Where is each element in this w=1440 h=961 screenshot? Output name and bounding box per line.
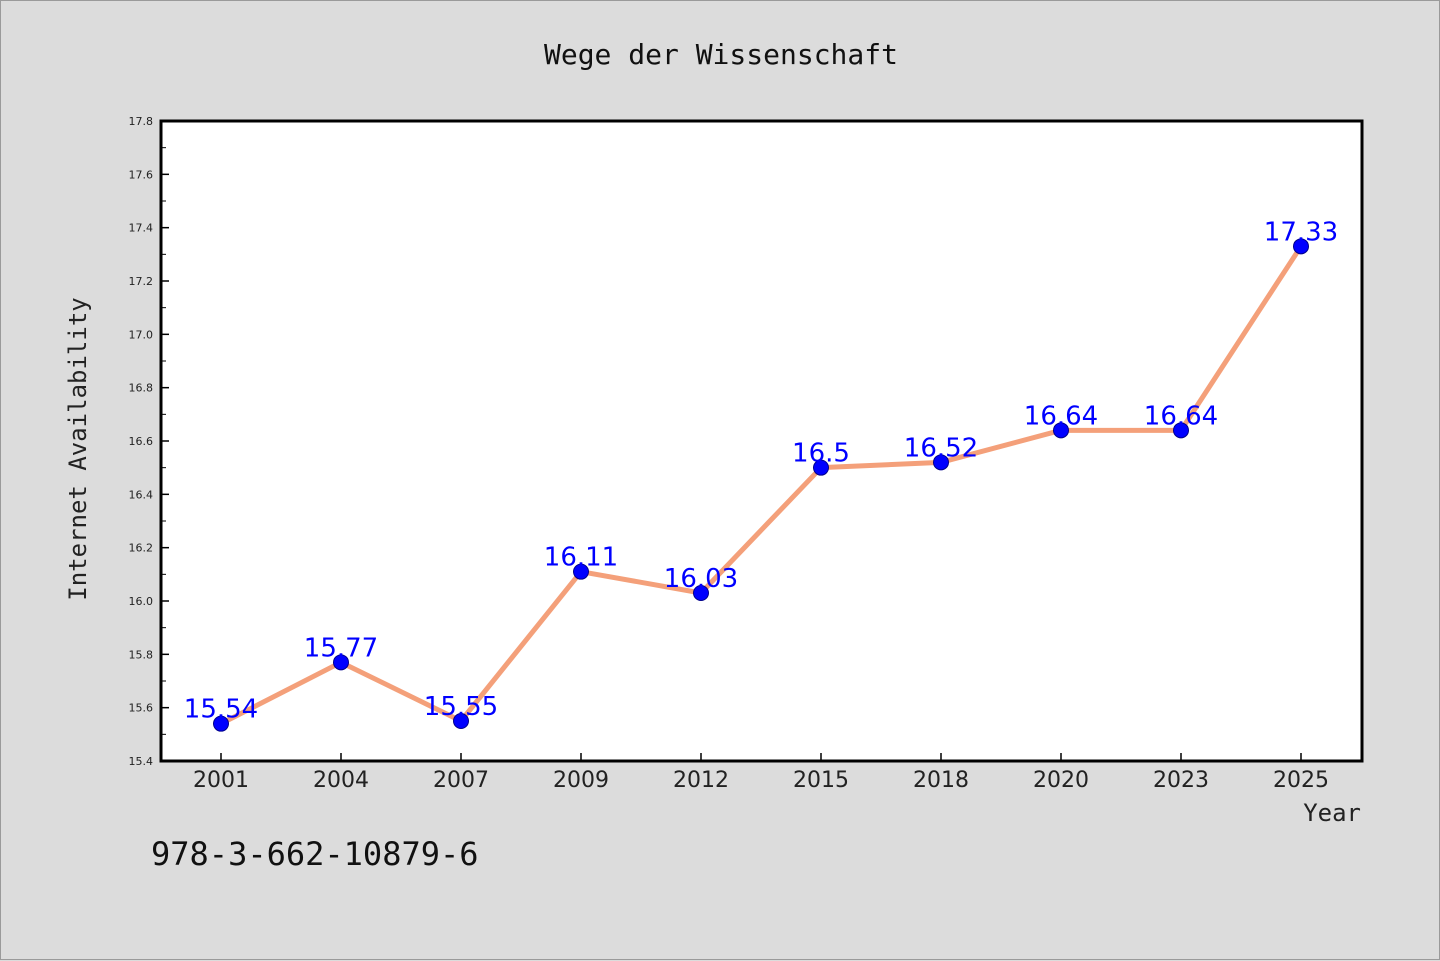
x-tick-label: 2015 [793,768,849,793]
data-point [213,715,229,732]
data-label: 16.5 [792,439,850,469]
isbn-text: 978-3-662-10879-6 [151,835,479,873]
x-tick-label: 2001 [193,768,249,793]
data-label: 17.33 [1264,217,1338,247]
x-tick-label: 2009 [553,768,609,793]
data-label: 15.54 [184,695,258,725]
x-tick-label: 2025 [1273,768,1329,793]
y-tick-label: 17.2 [129,275,154,288]
plot-area [161,121,1362,761]
y-tick-label: 16.8 [129,382,154,395]
x-tick-label: 2007 [433,768,489,793]
y-tick-label: 17.0 [129,328,154,341]
data-point [1053,422,1069,439]
x-tick-label: 2023 [1153,768,1209,793]
x-tick-label: 2012 [673,768,729,793]
data-point [933,454,949,471]
x-tick-label: 2018 [913,768,969,793]
data-label: 15.55 [424,692,498,722]
data-label: 16.03 [664,564,738,594]
data-label: 15.77 [304,633,378,663]
series-line [218,243,1304,727]
y-tick-label: 15.4 [129,755,154,768]
data-point [1173,422,1189,439]
data-point [693,585,709,601]
data-point [813,459,829,476]
data-label: 16.52 [904,433,978,463]
data-point [1293,238,1309,255]
data-point [453,713,469,729]
x-tick-label: 2004 [313,768,369,793]
y-tick-label: 16.4 [129,488,154,501]
y-tick-label: 17.6 [129,168,154,181]
x-tick-label: 2020 [1033,768,1089,793]
y-tick-label: 15.8 [129,648,154,661]
y-tick-label: 16.0 [129,595,154,608]
data-point [573,563,589,580]
data-point [333,654,349,671]
y-tick-label: 17.4 [129,222,154,235]
chart-title: Wege der Wissenschaft [544,38,898,71]
x-axis-label: Year [1303,799,1361,827]
y-tick-label: 15.6 [129,702,154,715]
y-tick-label: 17.8 [129,115,154,128]
plot-border [159,119,1364,763]
data-label: 16.64 [1144,401,1218,431]
axis-ticks: 15.4 15.6 15.8 16.0 16.2 16.4 16.6 16.8 17.0 17.2… [129,115,1330,793]
series-layer: 15.54 15.77 15.55 16.11 16.03 16.5 16.52 16.64 1… [184,217,1338,732]
y-tick-label: 16.2 [129,542,154,555]
data-label: 16.11 [544,543,618,573]
data-label: 16.64 [1024,401,1098,431]
y-tick-label: 16.6 [129,435,154,448]
y-axis-label: Internet Availability [64,297,92,600]
